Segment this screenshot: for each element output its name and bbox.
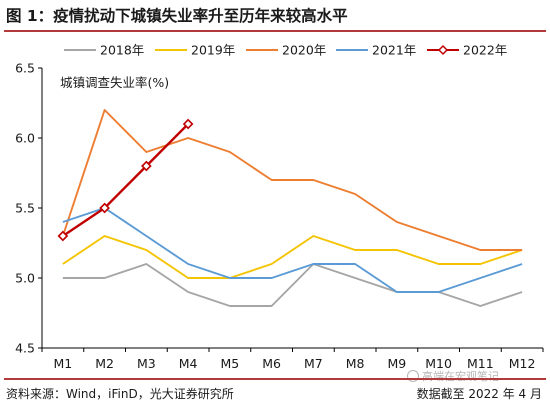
watermark-text: 高端在宏观笔记: [422, 370, 499, 383]
x-tick-label: M7: [304, 356, 323, 371]
legend-item-3: 2021年: [336, 43, 416, 58]
source-note: 资料来源：Wind，iFinD，光大证券研究所: [6, 387, 234, 401]
series-1: [62, 235, 523, 279]
series-layer: [57, 109, 523, 307]
y-axis-label: 城镇调查失业率(%): [60, 75, 169, 90]
data-point-marker: [182, 118, 194, 130]
x-tick-label: M8: [346, 356, 365, 371]
date-note: 数据截至 2022 年 4 月: [416, 387, 542, 401]
legend-label: 2020年: [282, 43, 326, 58]
chart-title: 图 1：疫情扰动下城镇失业率升至历年来较高水平: [6, 7, 348, 25]
series-line: [62, 263, 523, 307]
legend-label: 2021年: [372, 43, 416, 58]
x-tick-label: M1: [54, 356, 73, 371]
legend-label: 2019年: [191, 43, 235, 58]
legend: 2018年 2019年 2020年 2021年 2022年: [64, 43, 507, 58]
y-tick-label: 4.5: [15, 341, 35, 356]
data-point-marker: [99, 202, 110, 214]
data-point-marker: [57, 230, 69, 242]
y-tick-label: 6.0: [15, 131, 35, 146]
title-divider: [4, 30, 546, 32]
wechat-icon: [407, 370, 419, 382]
legend-item-4: 2022年: [427, 43, 507, 58]
legend-item-0: 2018年: [64, 43, 144, 58]
series-0: [62, 263, 523, 307]
x-tick-label: M10: [425, 356, 452, 371]
legend-item-1: 2019年: [155, 43, 235, 58]
series-line: [62, 123, 189, 237]
data-point-marker: [141, 160, 152, 172]
x-tick-label: M2: [95, 356, 114, 371]
footer-divider: [4, 378, 546, 380]
legend-marker: [437, 44, 449, 56]
x-tick-label: M12: [509, 356, 536, 371]
series-line: [62, 235, 523, 279]
y-tick-label: 5.5: [15, 201, 35, 216]
x-tick-label: M4: [179, 356, 198, 371]
legend-label: 2018年: [100, 43, 144, 58]
x-tick-label: M5: [221, 356, 240, 371]
x-tick-label: M3: [137, 356, 156, 371]
y-tick-label: 6.5: [15, 61, 35, 76]
series-line: [61, 109, 523, 251]
watermark: 高端在宏观笔记: [407, 368, 499, 384]
legend-label: 2022年: [463, 43, 507, 58]
x-tick-label: M11: [467, 356, 494, 371]
legend-item-2: 2020年: [246, 43, 326, 58]
axes: 4.5 5.0 5.5 6.0 6.5 M1 M2 M3 M4 M5 M6 M7 M8 M9 M10 M11 M…: [15, 61, 544, 371]
x-tick-label: M9: [388, 356, 407, 371]
x-tick-label: M6: [262, 356, 281, 371]
series-3: [62, 207, 523, 293]
series-line: [62, 207, 523, 293]
series-2: [61, 109, 523, 251]
y-tick-label: 5.0: [15, 271, 35, 286]
series-4: [57, 118, 194, 242]
